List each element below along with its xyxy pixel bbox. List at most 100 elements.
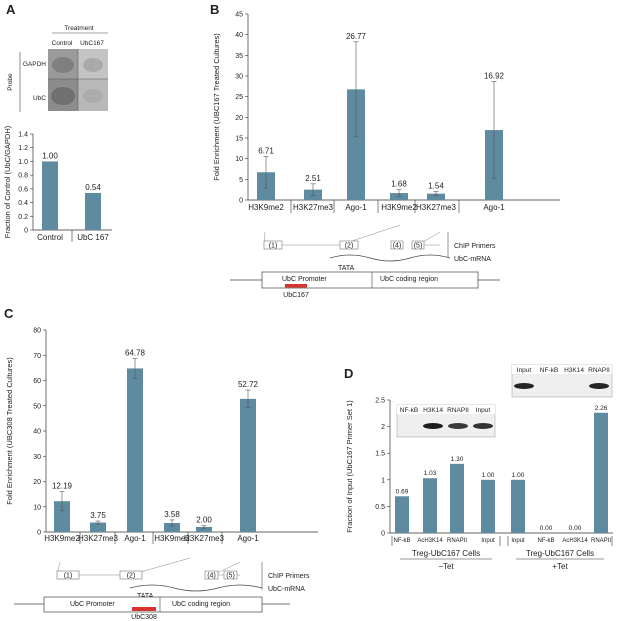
- chart-c-ytick-label-1: 10: [33, 504, 41, 511]
- chart-d-category-1: AcH3K14: [417, 538, 443, 544]
- chart-d-bar-7: [594, 412, 608, 533]
- chart-c-ytick-label-5: 50: [33, 403, 41, 410]
- chart-b-bar-2: [347, 89, 365, 200]
- chart-b-ytick-label-5: 25: [235, 94, 243, 101]
- gene-c-box: [43, 596, 263, 613]
- blot-a-col-ubc167: UbC167: [80, 40, 104, 47]
- chart-d-value-label-3: 1.00: [482, 472, 495, 479]
- chart-c-value-label-1: 3.75: [90, 511, 106, 520]
- primer-b-5-label: (5): [414, 243, 423, 250]
- chart-c-bar-2: [127, 368, 143, 532]
- chart-b-ytick-label-3: 15: [235, 136, 243, 143]
- chart-d-value-label-6: 0.00: [569, 525, 582, 532]
- chart-a-category-0: Control: [37, 233, 63, 242]
- primer-b-5: [411, 240, 425, 250]
- chart-d-bar-3: [481, 479, 495, 533]
- chart-d-value-label-5: 0.00: [540, 525, 553, 532]
- chart-b-ytick-label-7: 35: [235, 53, 243, 60]
- primer-b-4-label: (4): [393, 243, 402, 250]
- chart-c-bar-1: [90, 522, 106, 532]
- chart-a-bar-1: [85, 192, 101, 230]
- gene-c-mrna-label: UbC-mRNA: [268, 586, 305, 593]
- blot-d2-lane-input: Input: [517, 367, 532, 374]
- chart-c-bar-3: [164, 522, 180, 532]
- gene-c-promoter: UbC Promoter: [70, 601, 115, 608]
- chart-b-category-5: Ago-1: [483, 203, 505, 212]
- gene-b-mrna-label: UbC-mRNA: [454, 256, 491, 263]
- primer-b-2: [339, 240, 359, 250]
- blot-d2-image: [511, 364, 613, 398]
- chart-b-value-label-3: 1.68: [391, 180, 407, 189]
- chart-b-ylabel: Fold Enrichment (UBC167 Treated Cultures…: [212, 33, 221, 181]
- chart-a-ytick-label-6: 1.2: [18, 145, 28, 152]
- chart-b-value-label-1: 2.51: [305, 174, 321, 183]
- chart-c-ytick-label-2: 20: [33, 479, 41, 486]
- gene-b-promoter: UbC Promoter: [282, 276, 327, 283]
- blot-d2-lane-nfkb: NF-kB: [540, 367, 558, 374]
- blot-a-probe-label: Probe: [7, 73, 14, 91]
- primer-c-4: [204, 570, 219, 580]
- blot-d2-lane-h3k14: H3K14: [564, 367, 584, 374]
- blot-a-row-gapdh: GAPDH: [23, 61, 46, 68]
- chart-c-value-label-3: 3.58: [164, 510, 180, 519]
- chart-c-bar-4: [196, 526, 212, 532]
- chart-b-value-label-0: 6.71: [258, 147, 274, 156]
- chart-c-category-0: H3K9me2: [44, 534, 80, 543]
- chart-a-value-label-0: 1.00: [42, 151, 58, 160]
- primer-c-1: [56, 570, 80, 580]
- gene-b-box: [261, 271, 479, 289]
- chart-b-category-4: H3K27me3: [416, 203, 457, 212]
- chart-d-bar-4: [511, 479, 525, 533]
- gene-c-tata: TATA: [137, 593, 154, 600]
- chart-a-category-1: UbC 167: [77, 233, 109, 242]
- chart-d-group-label-1: Treg-UbC167 Cells: [526, 549, 594, 558]
- chart-a-bar-0: [42, 161, 58, 230]
- chart-c-ytick-label-6: 60: [33, 378, 41, 385]
- chart-d-category-6: AcH3K14: [562, 538, 588, 544]
- primer-b-1: [263, 240, 283, 250]
- gene-c-sirna-label: UbC308: [131, 614, 157, 621]
- chart-d-value-label-0: 0.69: [396, 488, 409, 495]
- chart-d: 0 0.5 1 1.5 2 2.5 Fraction of Input (UbC167 Pr…: [345, 398, 613, 571]
- chart-c-ytick-label-0: 0: [37, 530, 41, 537]
- primer-c-2: [119, 570, 143, 580]
- chart-d-ytick-label-4: 2: [381, 424, 385, 431]
- chart-b-category-3: H3K9me2: [381, 203, 417, 212]
- chart-c: 0 10 20 30 40 50 60 70 80 Fold Enrichment (UBC308…: [5, 328, 318, 544]
- primer-c-2-label: (2): [127, 573, 136, 580]
- chart-c-bar-5: [240, 398, 256, 532]
- chart-a-ytick-label-4: 0.8: [18, 173, 28, 180]
- chart-c-ytick-label-8: 80: [33, 328, 41, 335]
- chart-d-group-label-0: Treg-UbC167 Cells: [412, 549, 480, 558]
- chart-b-ytick-label-0: 0: [239, 198, 243, 205]
- blot-d2-lane-rnapii: RNAPII: [588, 367, 610, 374]
- chart-c-value-label-0: 12.19: [52, 482, 73, 491]
- chart-c-category-2: Ago-1: [124, 534, 146, 543]
- chart-a: 0 0.2 0.4 0.6 0.8 1.0 1.2 1.4 Fraction of Contro…: [3, 125, 112, 242]
- chart-c-ylabel: Fold Enrichment (UBC308 Treated Cultures…: [5, 357, 14, 505]
- chart-d-category-5: NF-kB: [538, 538, 555, 544]
- chart-d-ytick-label-5: 2.5: [375, 398, 385, 405]
- chart-d-bar-2: [450, 463, 464, 533]
- chart-d-group-condition-1: +Tet: [552, 562, 568, 571]
- chart-b-category-0: H3K9me2: [248, 203, 284, 212]
- chart-d-value-label-7: 2.26: [595, 405, 608, 412]
- chart-b-ytick-label-8: 40: [235, 32, 243, 39]
- chart-d-ytick-label-0: 0: [381, 531, 385, 538]
- chart-c-category-1: H3K27me3: [78, 534, 119, 543]
- chart-d-ytick-label-3: 1.5: [375, 451, 385, 458]
- chart-c-value-label-2: 64.78: [125, 348, 146, 357]
- chart-c-category-5: Ago-1: [237, 534, 259, 543]
- blot-d1-lane-rnapii: RNAPII: [447, 407, 469, 414]
- chart-c-category-3: H3K9me2: [154, 534, 190, 543]
- blot-d1-lane-nfkb: NF-kB: [400, 407, 418, 414]
- chart-d-ytick-label-2: 1: [381, 477, 385, 484]
- chart-d-category-3: Input: [481, 538, 495, 544]
- chart-a-ylabel: Fraction of Control (UbC/GAPDH): [3, 125, 12, 238]
- chart-d-bar-0: [395, 496, 409, 533]
- blot-d1-lane-h3k14: H3K14: [423, 407, 443, 414]
- gene-diagram-c: (1) (2) (4) (5) ChIP Primers UbC-mRNA TA…: [14, 557, 310, 621]
- primer-c-5-label: (5): [226, 573, 235, 580]
- chart-d-group-condition-0: −Tet: [438, 562, 454, 571]
- panel-letter-d: D: [344, 366, 353, 381]
